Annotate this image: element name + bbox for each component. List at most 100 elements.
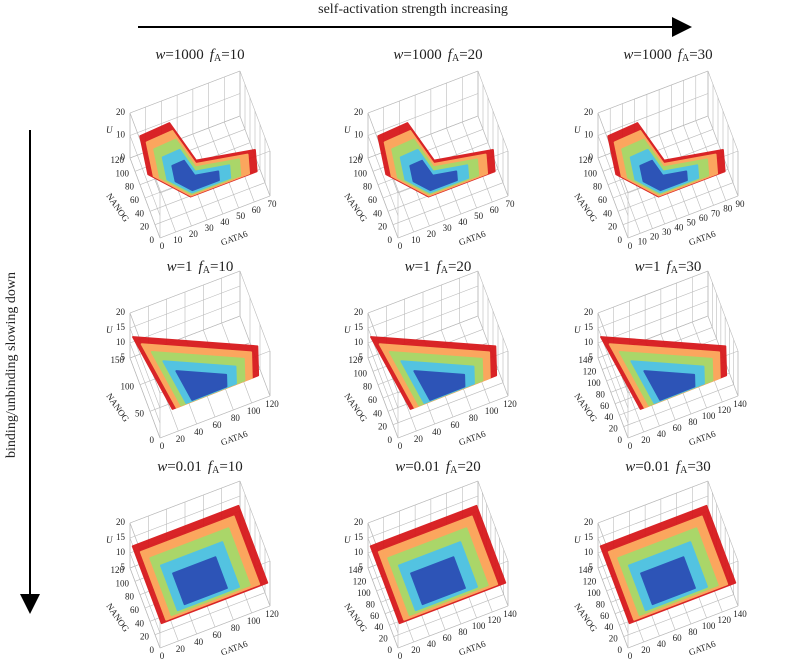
z-tick-label: 10 <box>584 337 594 347</box>
grid-line <box>367 567 399 649</box>
x-tick-label: 0 <box>628 441 633 451</box>
y-tick-label: 20 <box>140 222 150 232</box>
y-tick-label: 60 <box>368 395 378 405</box>
x-tick-label: 30 <box>443 223 453 233</box>
y-tick-label: 60 <box>600 611 610 621</box>
z-tick-label: 20 <box>584 107 594 117</box>
grid-line <box>159 605 271 649</box>
y-tick-label: 100 <box>121 382 135 392</box>
y-axis-label: NANOG <box>104 191 131 224</box>
x-tick-label: 100 <box>702 621 716 631</box>
x-tick-label: 10 <box>173 235 183 245</box>
title-part: w <box>393 47 403 63</box>
y-tick-label: 20 <box>608 222 618 232</box>
title-part: = <box>405 459 413 475</box>
y-tick-label: 80 <box>596 389 606 399</box>
title-part: = <box>635 459 643 475</box>
grid-line <box>597 285 709 329</box>
x-tick-label: 60 <box>490 205 500 215</box>
y-axis-label: NANOG <box>342 191 369 224</box>
x-tick-label: 20 <box>176 644 186 654</box>
grid-line <box>627 605 739 649</box>
x-axis-label: GATA6 <box>219 228 249 247</box>
title-part: f <box>210 47 216 63</box>
x-tick-label: 20 <box>176 434 186 444</box>
z-tick-label: 10 <box>354 547 364 557</box>
title-part: = <box>448 259 456 275</box>
z-tick-label: 15 <box>116 322 126 332</box>
y-tick-label: 20 <box>378 422 388 432</box>
y-tick-label: 120 <box>353 576 367 586</box>
panel: w=1 fA=105101520020406080100120050100150U… <box>104 259 279 451</box>
surface <box>639 159 688 192</box>
z-axis-label: U <box>106 325 113 335</box>
title-part: A <box>671 265 679 276</box>
y-tick-label: 100 <box>587 588 601 598</box>
x-tick-label: 120 <box>265 399 279 409</box>
z-tick-label: 10 <box>116 547 126 557</box>
title-part: w <box>623 47 633 63</box>
grid-line <box>367 480 479 524</box>
grid-line <box>129 357 161 439</box>
panel-title: w=0.01 fA=20 <box>395 459 481 476</box>
panel-title: w=1 fA=20 <box>405 259 472 276</box>
y-tick-label: 0 <box>150 435 155 445</box>
z-tick-label: 10 <box>354 337 364 347</box>
y-tick-label: 100 <box>587 378 601 388</box>
x-tick-label: 80 <box>458 627 468 637</box>
title-part: 1 <box>423 259 431 275</box>
z-tick-label: 15 <box>116 532 126 542</box>
y-tick-label: 120 <box>111 155 125 165</box>
z-axis-label: U <box>574 125 581 135</box>
y-tick-label: 100 <box>584 168 598 178</box>
grid-line <box>597 495 709 539</box>
title-part: 1 <box>653 259 661 275</box>
title-part: = <box>687 459 695 475</box>
y-tick-label: 120 <box>583 576 597 586</box>
z-tick-label: 5 <box>589 352 594 362</box>
x-tick-label: 80 <box>688 417 698 427</box>
x-tick-label: 40 <box>674 222 684 232</box>
x-tick-label: 140 <box>733 399 747 409</box>
panel: w=1000 fA=2001020010203040506070020406080… <box>342 47 515 251</box>
title-part: w <box>635 259 645 275</box>
title-part: A <box>212 465 220 476</box>
y-tick-label: 0 <box>388 235 393 245</box>
y-tick-label: 80 <box>363 182 373 192</box>
grid-line <box>367 135 399 216</box>
y-tick-label: 140 <box>579 565 593 575</box>
panel-title: w=1000 fA=20 <box>393 47 482 64</box>
grid-line <box>367 93 479 136</box>
z-tick-label: 15 <box>584 532 594 542</box>
z-tick-label: 0 <box>359 152 364 162</box>
x-tick-label: 70 <box>711 208 721 218</box>
y-tick-label: 40 <box>135 618 145 628</box>
grid-line <box>367 70 479 114</box>
title-part: 30 <box>686 259 701 275</box>
z-tick-label: 20 <box>116 307 126 317</box>
x-tick-label: 70 <box>506 199 516 209</box>
x-axis-label: GATA6 <box>219 638 249 657</box>
y-tick-label: 80 <box>363 382 373 392</box>
title-part: 10 <box>228 459 243 475</box>
x-tick-label: 60 <box>673 423 683 433</box>
title-part: 10 <box>230 47 245 63</box>
x-tick-label: 60 <box>443 633 453 643</box>
y-tick-label: 0 <box>618 435 623 445</box>
grid-line <box>129 135 161 216</box>
y-tick-label: 100 <box>354 368 368 378</box>
x-tick-label: 10 <box>638 236 648 246</box>
z-axis-label: U <box>574 535 581 545</box>
y-tick-label: 100 <box>116 168 130 178</box>
x-tick-label: 140 <box>733 609 747 619</box>
y-tick-label: 0 <box>388 435 393 445</box>
y-tick-label: 120 <box>111 565 125 575</box>
title-part: A <box>450 465 458 476</box>
grid-line <box>397 195 509 239</box>
z-tick-label: 0 <box>121 152 126 162</box>
x-tick-label: 50 <box>236 211 246 221</box>
surface <box>413 370 466 401</box>
grid-line <box>397 395 509 439</box>
z-tick-label: 5 <box>589 562 594 572</box>
x-axis-label: GATA6 <box>219 428 249 447</box>
